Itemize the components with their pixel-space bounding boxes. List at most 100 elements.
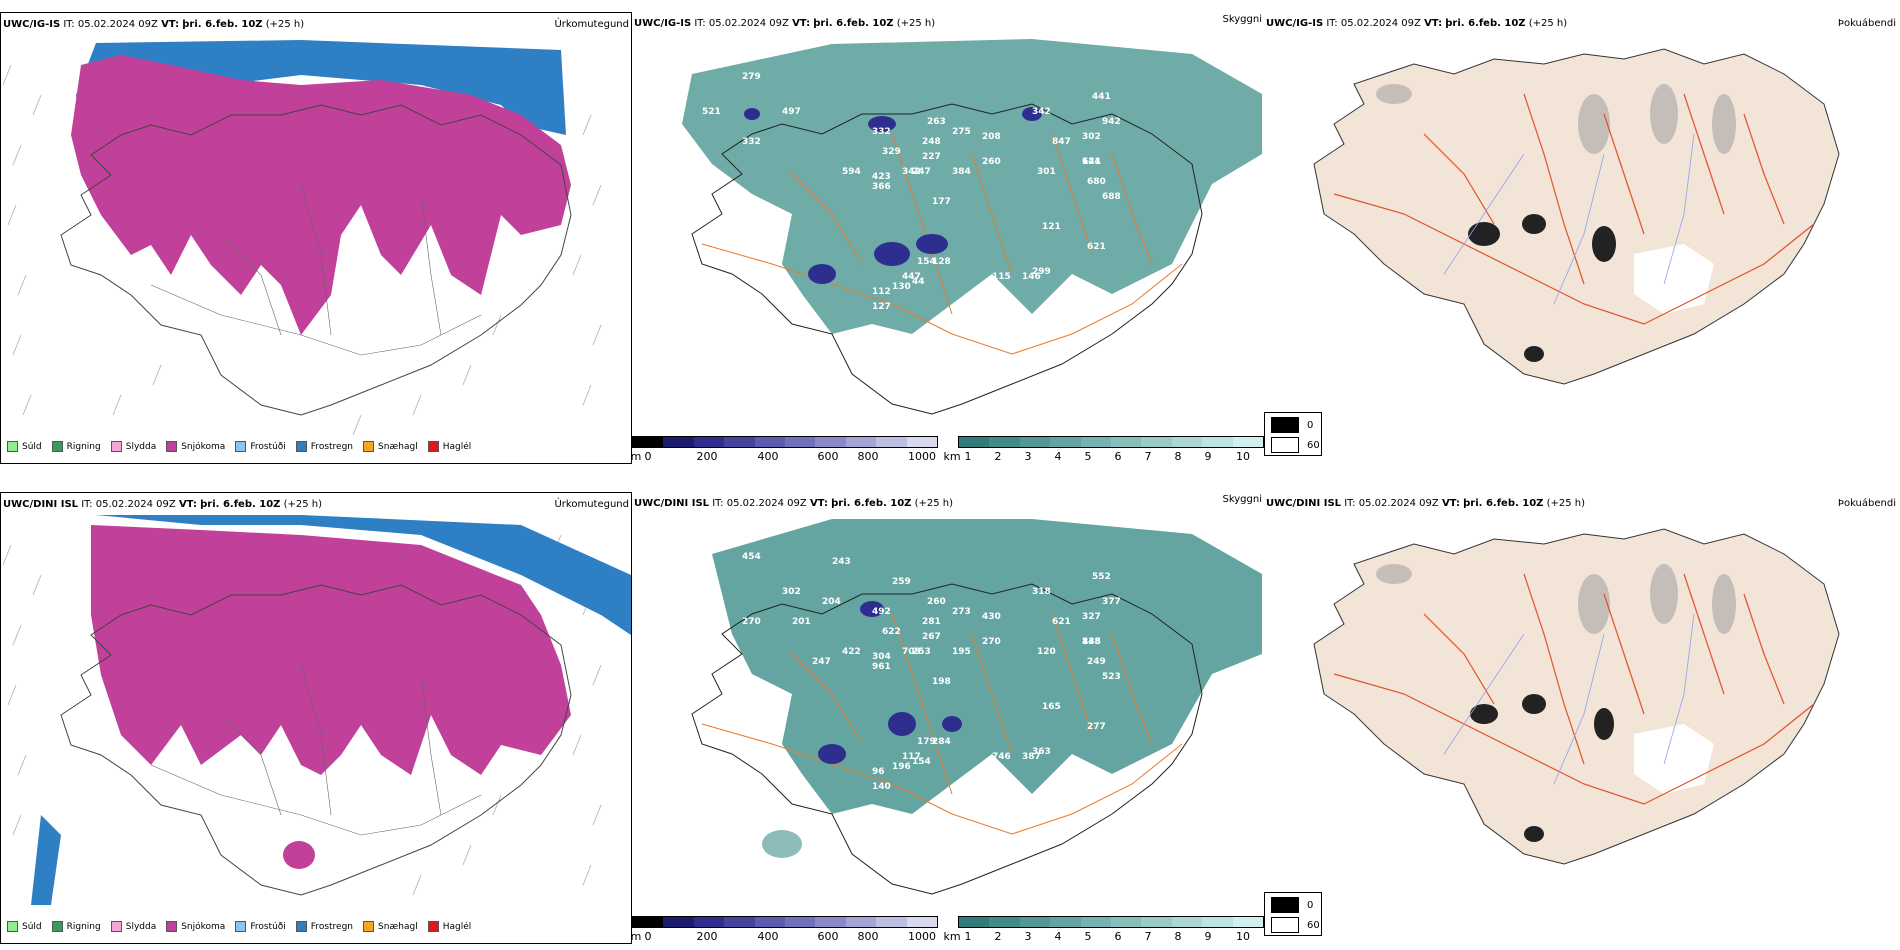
precip-type-legend: Súld Rigning Slydda Snjókoma Frostúði Fr… [7,921,471,932]
tick-label: 1000 [908,930,936,943]
ceiling-value-label: 680 [1087,177,1106,187]
ceiling-value-label: 208 [982,132,1001,142]
iceland-outline [60,104,572,416]
legend-item: Haglél [427,921,471,932]
fog-index-legend: 0 60 [1264,892,1322,936]
tick-label: 1000 [908,450,936,463]
legend-item: Súld [7,921,42,932]
ceiling-value-label: 384 [952,167,971,177]
panel-title: UWC/IG-IS IT: 05.02.2024 09Z VT: þri. 6.… [3,19,305,30]
panel-title: UWC/DINI ISL IT: 05.02.2024 09Z VT: þri.… [3,499,323,510]
ceiling-value-label: 917 [702,587,721,597]
ceiling-value-label: 154 [912,757,931,767]
ceiling-value-label: 127 [872,302,891,312]
ceiling-value-label: 177 [932,197,951,207]
ceiling-value-label: 422 [842,647,861,657]
ceiling-value-label: 146 [1022,272,1041,282]
panel-type-label: Skyggni [1222,14,1262,25]
ceiling-value-label: 243 [832,557,851,567]
ceiling-value-label: 253 [912,647,931,657]
legend-item: Frostúði [235,921,286,932]
ceiling-value-label: 622 [882,627,901,637]
ceiling-value-label: 259 [892,577,911,587]
visibility-colorbar-labels: km 1 2 3 4 5 6 7 8 9 10 [943,930,1264,944]
ceiling-value-label: 120 [1037,647,1056,657]
ceiling-value-label: 130 [892,282,911,292]
ceiling-value-label: 273 [952,607,971,617]
fog-index-map [1313,528,1840,865]
tick-label: 1 [964,930,972,943]
ceiling-value-label: 263 [927,117,946,127]
tick-label: 1 [964,450,972,463]
tick-label: 800 [857,930,879,943]
panel-type-label: Úrkomutegund [554,19,629,30]
ceiling-value-label: 138 [1082,637,1101,647]
ceiling-value-label: 281 [922,617,941,627]
fog-dark-patches [1470,694,1614,842]
ceiling-value-label: 179 [917,737,936,747]
tick-label: 10 [1236,930,1250,943]
tick-label: 7 [1144,930,1152,943]
ceiling-value-label: 304 [872,652,891,662]
panel-type-label: Úrkomutegund [554,499,629,510]
roads [701,133,1183,355]
ceiling-value-label: 497 [782,107,801,117]
iceland-land [1313,48,1840,385]
roads [701,613,1183,835]
frozen-rain-area [31,815,61,905]
ceiling-value-label: 301 [1037,167,1056,177]
panel-title: UWC/IG-IS IT: 05.02.2024 09Z VT: þri. 6.… [634,18,936,29]
fog-dark-patches [1468,214,1616,362]
snow-area [283,841,315,869]
legend-item: Frostregn [295,921,353,932]
panel-type-label: Skyggni [1222,494,1262,505]
tick-label: 400 [757,930,779,943]
legend-item: Snæhagl [363,921,418,932]
visibility-colorbar-labels: km 1 2 3 4 5 6 7 8 9 10 [943,450,1264,464]
ceiling-value-label: 430 [982,612,1001,622]
fog-gray-patches [1376,564,1736,634]
ceiling-value-label: 277 [1087,722,1106,732]
visibility-colorbar [958,916,1264,928]
legend-item: Slydda [110,441,156,452]
legend-item: Snjókoma [166,921,225,932]
fog-panel-row1: UWC/IG-IS IT: 05.02.2024 09Z VT: þri. 6.… [1264,12,1900,464]
ceiling-value-label: 492 [872,607,891,617]
tick-label: 5 [1084,930,1092,943]
legend-item: 0 [1271,897,1313,913]
ceiling-value-label: 521 [702,107,721,117]
iceland-outline [691,103,1203,415]
tick-label: 0 [644,930,652,943]
tick-label: 4 [1054,930,1062,943]
fog-index-map [1313,48,1840,385]
ceiling-value-label: 299 [1032,267,1051,277]
ceiling-value-label: 332 [742,137,761,147]
wind-barbs [2,54,602,435]
ceiling-value-label: 709 [902,647,921,657]
ceiling-value-label: 329 [882,147,901,157]
fog-white-area [1634,244,1714,314]
precip-panel-row1: UWC/IG-IS IT: 05.02.2024 09Z VT: þri. 6.… [0,12,632,464]
tick-label: 3 [1024,450,1032,463]
legend-item: 60 [1271,917,1320,933]
iceland-land [1313,528,1840,865]
ceiling-colorbar-labels: m 0 200 400 600 800 1000 [631,450,938,464]
ceiling-value-label: 363 [1032,747,1051,757]
legend-item: Snjókoma [166,441,225,452]
panel-title: UWC/IG-IS IT: 05.02.2024 09Z VT: þri. 6.… [1266,18,1568,29]
ceiling-value-label: 117 [902,752,921,762]
panel-type-label: Þokuábendi [1837,498,1896,509]
ceiling-value-label: 279 [742,72,761,82]
ceiling-value-label: 423 [872,172,891,182]
ceiling-value-label: 318 [1032,587,1051,597]
ceiling-value-label: 44 [912,277,925,287]
ceiling-value-label: 270 [742,617,761,627]
tick-label: 4 [1054,450,1062,463]
ceiling-value-label: 961 [872,662,891,672]
legend-item: Rigning [51,441,101,452]
low-ceiling-patches [744,107,1042,284]
ceiling-value-label: 198 [932,677,951,687]
fog-gray-patches [1376,84,1736,154]
ceiling-value-label: 124 [1082,157,1101,167]
